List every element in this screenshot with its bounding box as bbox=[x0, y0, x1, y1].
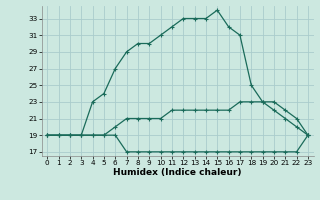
X-axis label: Humidex (Indice chaleur): Humidex (Indice chaleur) bbox=[113, 168, 242, 177]
